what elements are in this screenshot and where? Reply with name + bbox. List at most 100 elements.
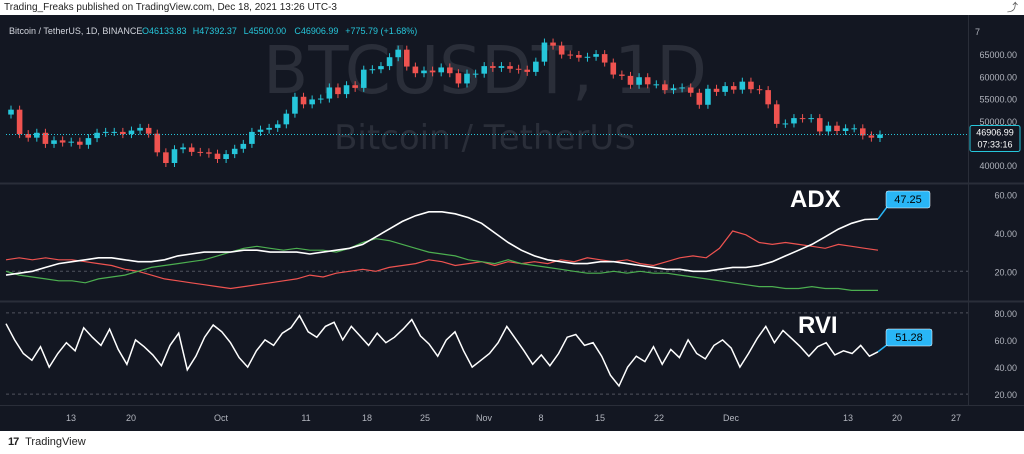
candle-body [877, 134, 883, 138]
time-axis-tick: 22 [654, 413, 664, 423]
time-axis-tick: 27 [951, 413, 961, 423]
candle-body [360, 69, 367, 88]
time-axis-tick: 20 [892, 413, 902, 423]
time-axis-tick: 13 [843, 413, 853, 423]
candle-body [447, 67, 453, 74]
candle-body [610, 62, 617, 75]
candle-body [653, 84, 660, 86]
candle-body [584, 56, 591, 58]
candle-body [240, 143, 247, 149]
candle-body [739, 81, 746, 90]
candle-body [782, 123, 789, 125]
footer-brand[interactable]: 17 TradingView [8, 431, 86, 454]
ohlc-value: L45500.00 [244, 26, 287, 36]
candle-body [490, 66, 496, 68]
rvi-value-badge [885, 328, 933, 347]
candle-body [197, 151, 204, 153]
time-axis-tick: Oct [214, 413, 229, 423]
candle-body [558, 45, 565, 55]
candle-body [533, 61, 539, 72]
candle-body [403, 49, 410, 67]
candle-body [756, 89, 763, 91]
candle-body [309, 99, 315, 105]
candle-body [679, 87, 685, 89]
candle-body [567, 54, 574, 56]
candle-body [687, 87, 694, 93]
candle-body [498, 66, 505, 68]
price-axis-tick: 65000.00 [979, 50, 1017, 60]
time-axis-tick: Nov [476, 413, 493, 423]
candle-body [825, 125, 832, 132]
candle-body [352, 85, 358, 88]
candle-body [395, 49, 401, 58]
price-axis-tick: 60000.00 [979, 72, 1017, 82]
candle-body [541, 42, 548, 62]
candle-body [386, 57, 393, 67]
ohlc-value: +775.79 (+1.68%) [345, 26, 417, 36]
rvi-axis-tick: 20.00 [994, 390, 1017, 400]
countdown-label: 07:33:16 [977, 140, 1012, 150]
candle-body [59, 140, 66, 143]
ohlc-value: H47392.37 [193, 26, 237, 36]
candle-body [163, 152, 169, 163]
candle-body [214, 153, 221, 159]
candle-body [515, 68, 522, 70]
tradingview-logo-icon: 17 [8, 436, 19, 448]
ohlc-value: O46133.83 [142, 26, 187, 36]
candle-body [128, 130, 135, 135]
adx-title: ADX [790, 186, 841, 213]
candle-body [851, 128, 857, 130]
last-price-badge [969, 125, 1021, 153]
candle-body [206, 152, 212, 154]
rvi-title: RVI [798, 312, 838, 339]
time-axis-tick: 13 [66, 413, 76, 423]
candle-body [16, 109, 23, 135]
candle-body [335, 87, 341, 95]
candle-body [834, 125, 840, 131]
adx-axis-tick: 40.00 [994, 229, 1017, 239]
candle-body [438, 67, 444, 73]
candle-body [120, 131, 126, 135]
rvi-axis-tick: 60.00 [994, 336, 1017, 346]
candle-body [670, 88, 677, 91]
rvi-axis-tick: 80.00 [994, 309, 1017, 319]
candle-body [481, 66, 488, 74]
price-axis-tick: 40000.00 [979, 161, 1017, 171]
candle-body [378, 66, 384, 70]
candle-body [8, 109, 14, 115]
candle-body [85, 138, 92, 145]
candle-body [722, 86, 728, 92]
candle-body [231, 148, 238, 155]
candle-body [51, 140, 57, 144]
candle-body [507, 66, 513, 69]
share-icon[interactable]: ⤴ [1007, 2, 1018, 14]
candle-body [662, 84, 668, 91]
candle-body [842, 128, 849, 131]
candle-body [137, 127, 143, 131]
footer: 17 TradingView [0, 431, 1024, 454]
publish-bar: Trading_Freaks published on TradingView.… [0, 0, 1024, 15]
candle-body [421, 70, 427, 74]
candle-body [696, 92, 703, 105]
ohlc-value: C46906.99 [294, 26, 338, 36]
candle-body [472, 73, 479, 75]
candle-body [713, 88, 720, 92]
adx-value-badge [885, 190, 931, 209]
price-axis-tick: 7 [975, 27, 980, 37]
time-axis-tick: 11 [301, 413, 310, 423]
candle-body [730, 86, 737, 90]
publish-info: Trading_Freaks published on TradingView.… [4, 2, 337, 13]
time-axis-tick: Dec [723, 413, 740, 423]
candle-body [791, 118, 797, 124]
time-axis-tick: 8 [538, 413, 543, 423]
candle-body [223, 154, 229, 159]
chart-title: Bitcoin / TetherUS, 1D, BINANCE [9, 26, 142, 36]
candle-body [550, 42, 556, 46]
candle-body [34, 132, 40, 138]
candle-body [412, 66, 419, 74]
candle-body [601, 54, 608, 63]
candle-body [42, 132, 49, 144]
candle-body [816, 118, 823, 132]
rvi-axis-tick: 40.00 [994, 363, 1017, 373]
